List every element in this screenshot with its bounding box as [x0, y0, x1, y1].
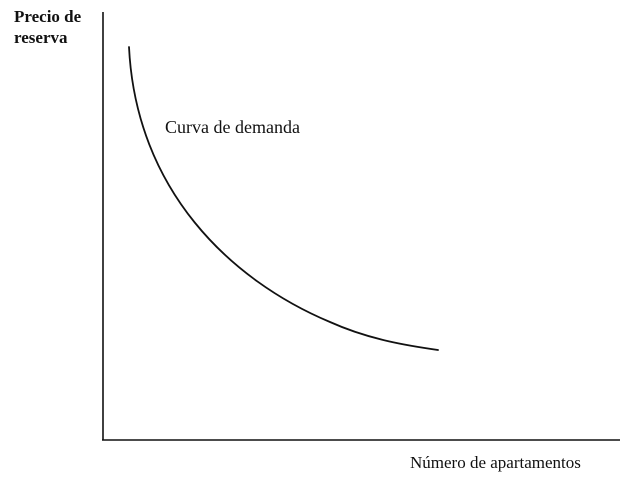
- y-axis-label-line2: reserva: [14, 28, 68, 47]
- x-axis-label: Número de apartamentos: [410, 453, 581, 472]
- demand-curve: [128, 46, 439, 351]
- y-axis-label: Precio de reserva: [14, 6, 81, 48]
- demand-curve-label: Curva de demanda: [165, 117, 300, 137]
- y-axis-label-line1: Precio de: [14, 7, 82, 26]
